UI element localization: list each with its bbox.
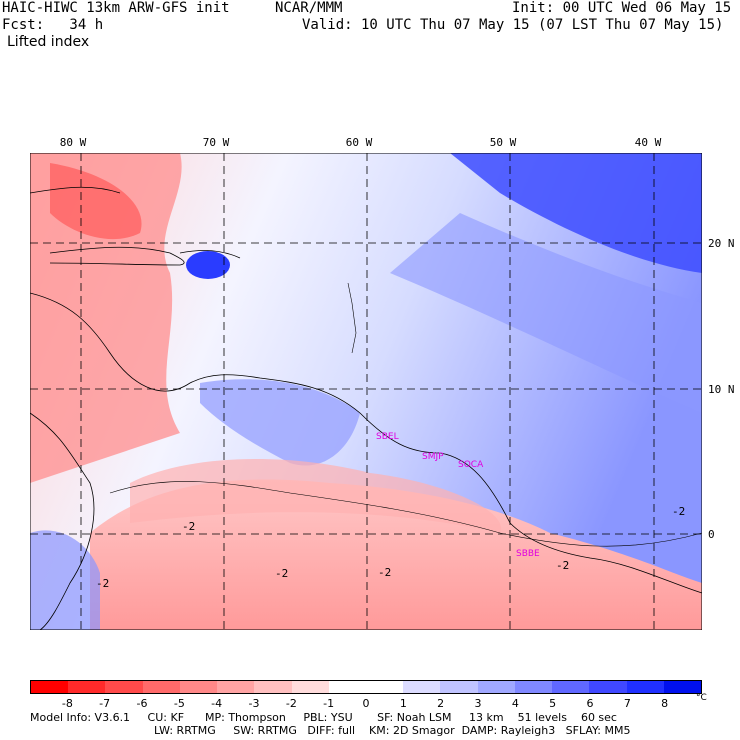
colorbar-swatch [142, 681, 180, 693]
colorbar-tick-label: 8 [661, 697, 669, 710]
contour-label: -2 [182, 520, 196, 533]
colorbar-swatch [626, 681, 664, 693]
contour-label: -2 [96, 577, 110, 590]
colorbar-tick-label: 4 [511, 697, 519, 710]
colorbar-swatch [477, 681, 515, 693]
lat-lon-grid [30, 153, 702, 630]
coastline-hispaniola [49, 246, 185, 266]
coastline-lesser-antilles [347, 282, 357, 354]
station-soca: SOCA [458, 460, 484, 470]
colorbar-swatch [217, 681, 255, 693]
contour-minus-2 [109, 481, 702, 547]
colorbar [30, 680, 702, 694]
lifted-index-map [30, 153, 702, 630]
station-smjp: SMJP [422, 452, 444, 462]
colorbar-tick-label: 6 [586, 697, 594, 710]
stable-region-pacific [30, 530, 100, 630]
colorbar-swatch [514, 681, 553, 693]
colorbar-tick-label: -1 [323, 697, 335, 710]
colorbar-swatch [552, 681, 590, 693]
colorbar-swatch [254, 681, 292, 693]
lat-label-eq: 0 [708, 528, 715, 541]
lon-label-40w: 40 W [634, 136, 662, 149]
valid-time: Valid: 10 UTC Thu 07 May 15 (07 LST Thu … [302, 17, 724, 33]
colorbar-swatch [31, 681, 69, 693]
lat-label-10n: 10 N [708, 383, 735, 396]
colorbar-tick-label: -2 [285, 697, 297, 710]
lon-label-70w: 70 W [202, 136, 230, 149]
colorbar-swatch [105, 681, 143, 693]
lon-label-80w: 80 W [59, 136, 87, 149]
colorbar-tick-label: -6 [136, 697, 148, 710]
colorbar-tick-label: -4 [211, 697, 223, 710]
stable-patch-pr [186, 251, 230, 279]
coastline-puerto-rico [179, 250, 241, 259]
colorbar-tick-label: 1 [399, 697, 407, 710]
station-sbel: SBEL [376, 432, 399, 442]
model-info-line1: Model Info: V3.6.1 CU: KF MP: Thompson P… [30, 711, 617, 724]
colorbar-swatch [68, 681, 106, 693]
colorbar-tick-label: -8 [61, 697, 73, 710]
contour-label: -2 [275, 567, 289, 580]
colorbar-swatch [403, 681, 441, 693]
colorbar-swatch [589, 681, 627, 693]
station-sbbe: SBBE [516, 549, 540, 559]
colorbar-swatch [663, 681, 701, 693]
lon-label-60w: 60 W [345, 136, 373, 149]
stable-region-ne [450, 153, 702, 273]
contour-label: -2 [672, 505, 686, 518]
org-label: NCAR/MMM [275, 0, 343, 16]
unstable-region-amazon [90, 479, 702, 630]
colorbar-tick-label: 2 [437, 697, 445, 710]
colorbar-swatch [365, 681, 404, 693]
colorbar-tick-label: 0 [362, 697, 370, 710]
contour-label: -2 [378, 566, 392, 579]
colorbar-tick-label: -5 [173, 697, 185, 710]
init-time: Init: 00 UTC Wed 06 May 15 [512, 0, 732, 16]
colorbar-tick-label: -7 [99, 697, 111, 710]
colorbar-tick-label: 3 [474, 697, 482, 710]
contour-label: -2 [556, 559, 570, 572]
colorbar-swatch [291, 681, 329, 693]
colorbar-tick-label: -3 [248, 697, 260, 710]
coastline-south-america [30, 292, 702, 594]
colorbar-swatch [440, 681, 478, 693]
unstable-core-hispaniola [50, 163, 142, 240]
field-name: Lifted index [7, 34, 90, 50]
stable-region-east [390, 213, 702, 413]
unstable-region-west [30, 153, 182, 483]
colorbar-tick-label: 5 [549, 697, 557, 710]
colorbar-swatch [328, 681, 366, 693]
colorbar-unit: °C [696, 693, 707, 703]
lat-label-20n: 20 N [708, 237, 735, 250]
colorbar-swatch [179, 681, 218, 693]
model-title: HAIC-HIWC 13km ARW-GFS init [2, 0, 230, 16]
stable-region-orinoco [200, 379, 360, 466]
forecast-hour: Fcst: 34 h [2, 17, 104, 33]
lon-label-50w: 50 W [489, 136, 517, 149]
colorbar-tick-label: 7 [623, 697, 631, 710]
unstable-band-guiana [130, 459, 502, 533]
coastline-cuba [30, 186, 121, 194]
coastline-central-america [30, 412, 95, 630]
model-info-line2: LW: RRTMG SW: RRTMG DIFF: full KM: 2D Sm… [154, 724, 631, 737]
